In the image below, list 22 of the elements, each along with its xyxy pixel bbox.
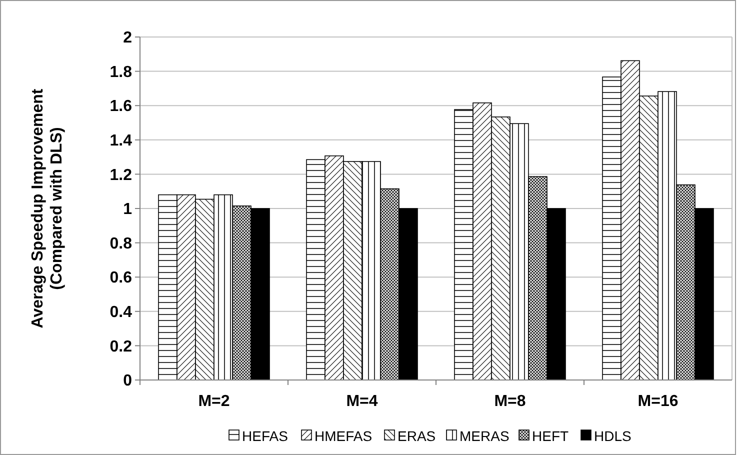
x-tick-label: M=4	[346, 393, 378, 410]
y-axis-title: Average Speedup Improvement (Compared with DLS)	[29, 88, 66, 328]
x-tick-label: M=16	[638, 393, 678, 410]
x-tick-label: M=8	[494, 393, 526, 410]
legend-label: HEFT	[532, 428, 569, 444]
x-tick-label: M=2	[198, 393, 230, 410]
y-tick-label: 1.8	[110, 64, 132, 81]
legend-label: MERAS	[460, 428, 510, 444]
y-tick-label: 0.8	[110, 235, 132, 252]
legend-label: HMEFAS	[314, 428, 372, 444]
y-tick-label: 1.2	[110, 166, 132, 184]
legend-label: ERAS	[398, 428, 436, 444]
y-tick-label: 0.4	[110, 304, 132, 321]
y-tick-label: 0.2	[110, 338, 132, 356]
legend-label: HEFAS	[242, 428, 288, 444]
y-tick-label: 1	[123, 201, 132, 218]
y-tick-label: 0	[123, 372, 132, 390]
y-tick-label: 1.6	[110, 98, 132, 116]
y-tick-label: 0.6	[110, 270, 132, 287]
y-tick-label: 2	[123, 30, 132, 47]
y-tick-label: 1.4	[110, 132, 132, 150]
legend-label: HDLS	[594, 428, 632, 444]
